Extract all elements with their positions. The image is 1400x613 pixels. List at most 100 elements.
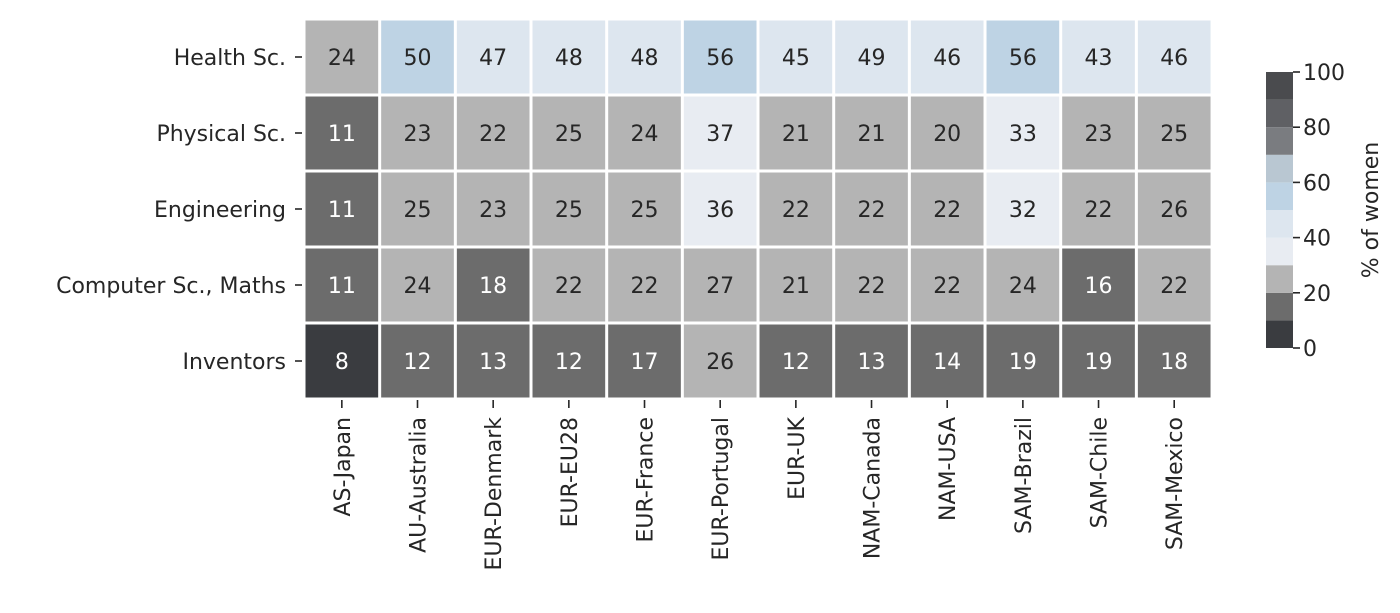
heatmap-cell [456,324,530,398]
heatmap-cell [532,248,606,322]
cell-value-label: 23 [479,198,507,223]
cell-value-label: 22 [782,198,810,223]
column-label: EUR-France [634,417,659,543]
column-label: NAM-USA [936,417,961,521]
cell-value-label: 26 [1160,198,1188,223]
row-label: Health Sc. [174,46,286,71]
row-labels: Health Sc. Physical Sc. Engineering Compute… [56,46,302,375]
heatmap-cell [683,20,757,94]
cell-value-label: 24 [1009,274,1037,299]
heatmap-cell [759,248,833,322]
heatmap-cell [381,96,454,170]
cell-value-label: 22 [858,198,886,223]
heatmap-cell [532,96,606,170]
heatmap-cell [986,172,1060,246]
cell-value-label: 25 [555,122,583,147]
cell-value-label: 19 [1085,350,1113,375]
heatmap-cell [1137,172,1211,246]
cell-value-label: 32 [1009,198,1037,223]
heatmap-cell [759,96,833,170]
cell-value-label: 23 [404,122,432,147]
heatmap-cell [759,172,833,246]
cell-value-label: 24 [631,122,659,147]
heatmap-cell [910,324,984,398]
heatmap-cell [910,248,984,322]
heatmap-cell [986,324,1060,398]
cell-value-label: 22 [555,274,583,299]
cell-value-label: 13 [858,350,886,375]
colorbar-segment [1266,127,1293,155]
cell-value-label: 48 [631,46,659,71]
heatmap-cell [381,248,454,322]
colorbar-segment [1266,99,1293,128]
colorbar-segment [1266,265,1293,293]
cell-value-label: 11 [328,122,356,147]
colorbar-tick-label: 40 [1303,227,1331,252]
cell-value-label: 48 [555,46,583,71]
cell-value-label: 20 [933,122,961,147]
cell-value-label: 18 [479,274,507,299]
heatmap-cell [1062,248,1135,322]
cell-value-label: 36 [706,198,734,223]
cell-value-label: 12 [555,350,583,375]
heatmap-cell [532,20,606,94]
heatmap-cell [305,172,379,246]
column-label: EUR-Portugal [709,417,734,560]
cell-value-label: 22 [858,274,886,299]
colorbar-segment [1266,210,1293,238]
cell-value-label: 23 [1085,122,1113,147]
column-label: AS-Japan [331,417,356,517]
heatmap-cell [759,324,833,398]
cell-value-label: 46 [933,46,961,71]
cell-value-label: 24 [328,46,356,71]
cell-value-label: 25 [1160,122,1188,147]
heatmap-cell [1137,96,1211,170]
cell-value-label: 49 [858,46,886,71]
cell-value-label: 45 [782,46,810,71]
colorbar-segment [1266,320,1293,348]
heatmap-cells: 24 50 47 48 48 56 45 49 46 56 43 46 11 23 22 25 24 37 21 21… [305,20,1211,398]
cell-value-label: 13 [479,350,507,375]
cell-value-label: 21 [858,122,886,147]
heatmap-cell [986,96,1060,170]
cell-value-label: 24 [404,274,432,299]
heatmap-cell [1137,248,1211,322]
heatmap-cell [835,20,908,94]
column-labels: AS-Japan AU-Australia EUR-Denmark EUR-EU28 E… [331,400,1188,570]
cell-value-label: 12 [782,350,810,375]
row-label: Engineering [154,198,286,223]
cell-value-label: 27 [706,274,734,299]
heatmap-cell [1062,20,1135,94]
heatmap-cell [381,20,454,94]
colorbar-segment [1266,237,1293,266]
heatmap-cell [835,96,908,170]
colorbar-tick-label: 80 [1303,116,1331,141]
heatmap-cell [305,324,379,398]
heatmap-cell [986,20,1060,94]
cell-value-label: 21 [782,122,810,147]
column-label: SAM-Mexico [1163,417,1188,550]
heatmap-cell [1137,324,1211,398]
row-label: Physical Sc. [156,122,286,147]
cell-value-label: 22 [1085,198,1113,223]
colorbar-label: % of women [1359,142,1384,278]
heatmap-cell [608,324,681,398]
heatmap-cell [456,172,530,246]
column-label: NAM-Canada [861,417,886,559]
colorbar-tick-label: 60 [1303,171,1331,196]
cell-value-label: 11 [328,274,356,299]
cell-value-label: 17 [631,350,659,375]
column-label: AU-Australia [407,417,432,553]
cell-value-label: 25 [404,198,432,223]
cell-value-label: 50 [404,46,432,71]
cell-value-label: 22 [479,122,507,147]
cell-value-label: 22 [933,198,961,223]
heatmap-cell [456,20,530,94]
row-label: Inventors [182,350,286,375]
cell-value-label: 18 [1160,350,1188,375]
cell-value-label: 14 [933,350,961,375]
cell-value-label: 22 [933,274,961,299]
cell-value-label: 46 [1160,46,1188,71]
heatmap-cell [381,324,454,398]
